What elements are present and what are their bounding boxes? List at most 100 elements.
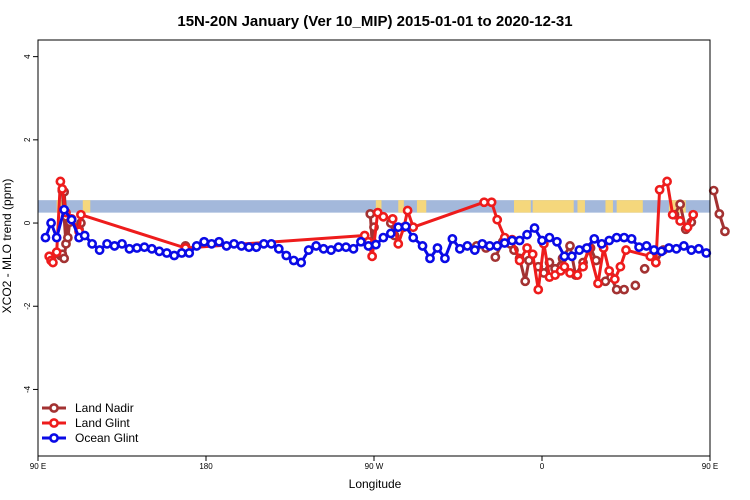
- data-point-ocean-glint: [484, 241, 495, 251]
- data-point-ocean-glint: [596, 238, 607, 249]
- data-point-ocean-glint: [408, 232, 419, 243]
- data-point-land-nadir: [708, 185, 719, 196]
- land-ocean-mask: [38, 200, 710, 213]
- data-point-land-nadir: [62, 232, 73, 243]
- data-point-ocean-glint: [544, 232, 555, 243]
- data-point-ocean-glint: [109, 241, 120, 251]
- data-point-ocean-glint: [94, 245, 105, 255]
- data-point-ocean-glint: [656, 246, 667, 257]
- data-point-land-nadir: [675, 199, 686, 210]
- data-point-land-glint: [688, 209, 699, 220]
- data-point-land-glint: [408, 222, 419, 233]
- data-point-land-glint: [662, 176, 672, 187]
- data-point-ocean-glint: [492, 241, 503, 251]
- data-point-ocean-glint: [281, 250, 292, 261]
- data-point-ocean-glint: [132, 243, 142, 253]
- data-point-land-nadir: [714, 208, 725, 219]
- data-point-ocean-glint: [378, 232, 389, 243]
- data-point-land-glint: [514, 255, 525, 266]
- data-point-ocean-glint: [102, 238, 112, 249]
- data-point-ocean-glint: [348, 243, 359, 254]
- data-point-ocean-glint: [79, 230, 90, 241]
- y-tick-label: 4: [23, 54, 32, 59]
- data-point-land-glint: [48, 257, 58, 268]
- data-point-ocean-glint: [221, 241, 232, 251]
- data-point-ocean-glint: [634, 242, 644, 253]
- data-point-land-glint: [378, 211, 389, 222]
- data-point-ocean-glint: [51, 232, 62, 243]
- data-point-ocean-glint: [236, 241, 247, 251]
- data-point-ocean-glint: [46, 218, 56, 228]
- data-point-ocean-glint: [693, 243, 704, 254]
- data-point-ocean-glint: [199, 236, 210, 247]
- data-point-ocean-glint: [529, 223, 540, 233]
- data-point-ocean-glint: [447, 233, 458, 244]
- data-point-land-glint: [621, 245, 631, 255]
- data-point-land-glint: [572, 270, 583, 280]
- x-tick-label: 0: [540, 462, 545, 471]
- data-point-land-glint: [578, 261, 588, 272]
- data-point-land-glint: [479, 197, 490, 208]
- data-point-land-nadir: [59, 253, 70, 264]
- data-point-ocean-glint: [59, 204, 70, 215]
- data-point-ocean-glint: [400, 221, 411, 232]
- data-point-land-glint: [609, 274, 620, 285]
- data-point-ocean-glint: [462, 241, 473, 251]
- land-patch: [577, 200, 585, 213]
- x-tick-label: 90 E: [30, 462, 46, 471]
- legend-label-ocean-glint: Ocean Glint: [75, 431, 139, 445]
- data-point-land-glint: [387, 213, 398, 224]
- land-patch: [375, 200, 382, 213]
- data-point-ocean-glint: [507, 235, 518, 246]
- data-point-land-nadir: [720, 226, 730, 237]
- x-axis: 90 E 180 90 W 0 90 E: [30, 456, 718, 471]
- data-point-land-glint: [402, 205, 413, 216]
- series-ocean-glint: [40, 204, 712, 268]
- legend-label-land-glint: Land Glint: [75, 416, 130, 430]
- data-point-ocean-glint: [581, 243, 592, 253]
- data-point-ocean-glint: [477, 238, 488, 249]
- data-point-ocean-glint: [566, 251, 577, 262]
- data-point-ocean-glint: [154, 246, 165, 257]
- data-point-ocean-glint: [258, 238, 269, 249]
- data-point-land-nadir: [490, 252, 501, 263]
- data-point-land-glint: [76, 209, 86, 220]
- data-point-ocean-glint: [559, 251, 570, 262]
- data-point-ocean-glint: [678, 241, 689, 251]
- land-patch: [398, 200, 404, 213]
- data-point-ocean-glint: [296, 257, 307, 268]
- data-point-ocean-glint: [124, 243, 135, 254]
- y-tick-label: -4: [23, 385, 32, 393]
- x-tick-label: 90 E: [702, 462, 718, 471]
- data-point-ocean-glint: [611, 232, 622, 243]
- data-point-ocean-glint: [326, 245, 336, 255]
- data-point-land-glint: [533, 284, 544, 295]
- data-point-land-glint: [393, 238, 404, 249]
- land-patch: [514, 200, 531, 213]
- x-tick-label: 90 W: [365, 462, 384, 471]
- data-point-land-glint: [615, 261, 626, 272]
- data-point-land-glint: [565, 268, 575, 278]
- y-tick-label: 2: [23, 137, 32, 142]
- land-patch: [416, 200, 427, 213]
- data-point-ocean-glint: [311, 241, 322, 251]
- data-point-ocean-glint: [229, 238, 239, 249]
- land-patch: [616, 200, 643, 213]
- data-point-ocean-glint: [701, 248, 712, 258]
- data-point-land-nadir: [520, 276, 531, 287]
- chart-title: 15N-20N January (Ver 10_MIP) 2015-01-01 …: [177, 13, 572, 30]
- data-point-ocean-glint: [686, 245, 697, 255]
- data-point-ocean-glint: [87, 238, 98, 249]
- data-point-land-glint: [559, 261, 570, 272]
- data-point-ocean-glint: [303, 245, 314, 255]
- data-point-ocean-glint: [522, 229, 532, 240]
- data-point-ocean-glint: [469, 245, 480, 255]
- data-point-ocean-glint: [589, 233, 600, 244]
- data-point-ocean-glint: [393, 222, 404, 233]
- data-point-ocean-glint: [552, 236, 562, 247]
- data-point-ocean-glint: [139, 242, 150, 253]
- data-point-ocean-glint: [318, 243, 329, 254]
- data-point-ocean-glint: [370, 239, 381, 250]
- data-point-land-nadir: [565, 241, 575, 251]
